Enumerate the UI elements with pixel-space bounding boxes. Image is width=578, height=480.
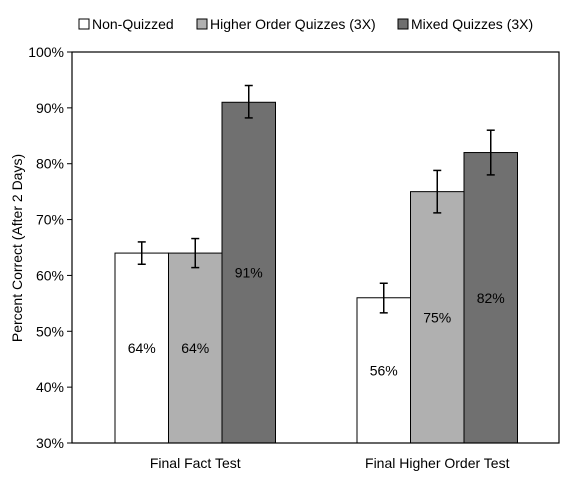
y-tick-label: 40% xyxy=(36,379,64,395)
y-tick-label: 70% xyxy=(36,212,64,228)
legend-label-non-quizzed: Non-Quizzed xyxy=(92,16,174,32)
legend-label-mixed: Mixed Quizzes (3X) xyxy=(411,16,533,32)
data-label: 56% xyxy=(370,362,398,378)
y-tick-label: 60% xyxy=(36,267,64,283)
y-tick-label: 50% xyxy=(36,323,64,339)
y-tick-label: 90% xyxy=(36,100,64,116)
x-category-label: Final Higher Order Test xyxy=(365,455,510,471)
plot-area: 30% 40% 50% 60% 70% 80% 90% 100% 64% 64% 91% Final … xyxy=(28,44,518,471)
y-tick-label: 30% xyxy=(36,435,64,451)
data-label: 82% xyxy=(477,290,505,306)
data-label: 64% xyxy=(181,340,209,356)
bar xyxy=(463,152,518,444)
bar xyxy=(410,191,465,444)
bar xyxy=(221,101,276,444)
data-label: 91% xyxy=(235,265,263,281)
legend-swatch-mixed xyxy=(397,18,409,30)
y-axis-label: Percent Correct (After 2 Days) xyxy=(9,154,25,342)
x-category-label: Final Fact Test xyxy=(150,455,241,471)
plot-frame xyxy=(71,51,560,444)
legend-swatch-non-quizzed xyxy=(78,18,90,30)
legend-swatch-higher-order xyxy=(196,18,208,30)
y-tick-label: 100% xyxy=(28,44,64,60)
y-tick-label: 80% xyxy=(36,156,64,172)
legend-label-higher-order: Higher Order Quizzes (3X) xyxy=(210,16,376,32)
bar xyxy=(168,252,223,444)
data-label: 64% xyxy=(128,340,156,356)
bar xyxy=(114,252,169,444)
legend: Non-Quizzed Higher Order Quizzes (3X) Mi… xyxy=(78,16,533,32)
data-label: 75% xyxy=(423,309,451,325)
